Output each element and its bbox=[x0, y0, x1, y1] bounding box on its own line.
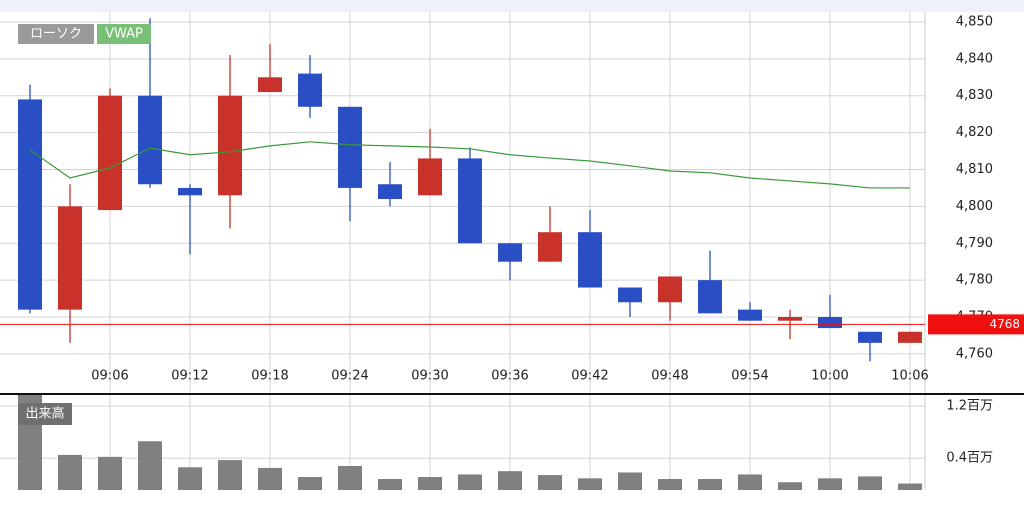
candle-body bbox=[58, 206, 82, 310]
y-tick-label: 4,820 bbox=[956, 125, 993, 140]
y-tick-label: 1.2百万 bbox=[946, 399, 993, 414]
y-tick-label: 4,830 bbox=[956, 88, 993, 103]
x-tick-label: 09:30 bbox=[411, 369, 448, 384]
legend-box[interactable] bbox=[18, 24, 94, 44]
x-tick-label: 09:42 bbox=[571, 369, 608, 384]
volume-bar bbox=[138, 441, 162, 490]
x-tick-label: 09:18 bbox=[251, 369, 288, 384]
candle-body bbox=[418, 158, 442, 196]
candle-body bbox=[538, 232, 562, 262]
vwap-line bbox=[29, 141, 910, 189]
volume-bar bbox=[338, 465, 362, 490]
x-tick-label: 09:24 bbox=[331, 369, 368, 384]
volume-bar bbox=[778, 482, 802, 490]
volume-bar bbox=[98, 456, 122, 490]
candle-body bbox=[818, 317, 842, 329]
price-panel bbox=[0, 12, 925, 393]
volume-bar bbox=[298, 477, 322, 490]
x-tick-label: 09:36 bbox=[491, 369, 528, 384]
x-tick-label: 09:54 bbox=[731, 369, 768, 384]
y-tick-label: 4,760 bbox=[956, 346, 993, 361]
volume-bar bbox=[458, 474, 482, 490]
legend-box[interactable] bbox=[97, 24, 151, 44]
volume-bar bbox=[378, 478, 402, 490]
y-tick-label: 0.4百万 bbox=[946, 451, 993, 466]
candle-body bbox=[338, 106, 362, 188]
top-strip bbox=[0, 0, 1024, 12]
volume-bar bbox=[698, 478, 722, 490]
volume-bar bbox=[618, 472, 642, 490]
candle-body bbox=[898, 331, 922, 343]
panel-title: 出来高 bbox=[25, 406, 64, 422]
volume-bar bbox=[858, 476, 882, 490]
volume-bar bbox=[178, 467, 202, 490]
x-tick-label: 09:06 bbox=[91, 369, 128, 384]
candle-body bbox=[578, 232, 602, 288]
volume-bar bbox=[658, 478, 682, 490]
candle-body bbox=[698, 280, 722, 314]
legend-label[interactable]: ローソク bbox=[30, 27, 82, 42]
labels: 4,7604,7704,7804,7904,8004,8104,8204,830… bbox=[91, 14, 1024, 466]
candle-body bbox=[298, 73, 322, 107]
y-tick-label: 4,840 bbox=[956, 51, 993, 66]
volume-bar bbox=[538, 475, 562, 490]
candle-body bbox=[258, 77, 282, 93]
y-tick-label: 4,780 bbox=[956, 273, 993, 288]
y-tick-label: 4,790 bbox=[956, 236, 993, 251]
volume-panel bbox=[0, 395, 925, 490]
volume-bar bbox=[898, 483, 922, 490]
current-price-label: 4768 bbox=[989, 317, 1020, 331]
current-price-tag bbox=[928, 314, 1024, 335]
candle-body bbox=[738, 309, 762, 321]
candle-body bbox=[138, 95, 162, 185]
x-tick-label: 10:00 bbox=[811, 369, 848, 384]
candle-body bbox=[498, 243, 522, 262]
volume-bar bbox=[498, 471, 522, 490]
volume-bar bbox=[218, 460, 242, 490]
y-tick-label: 4,810 bbox=[956, 162, 993, 177]
candle-body bbox=[218, 95, 242, 196]
candle-body bbox=[778, 317, 802, 321]
volume-bar bbox=[258, 467, 282, 490]
y-tick-label: 4,800 bbox=[956, 199, 993, 214]
x-tick-label: 09:12 bbox=[171, 369, 208, 384]
x-tick-label: 10:06 bbox=[891, 369, 928, 384]
legend-label[interactable]: VWAP bbox=[105, 27, 143, 42]
candle-body bbox=[458, 158, 482, 244]
candle-body bbox=[858, 331, 882, 343]
volume-bar bbox=[58, 454, 82, 490]
candle-body bbox=[618, 287, 642, 303]
volume-bar bbox=[578, 478, 602, 490]
panel-title-box bbox=[18, 403, 72, 425]
candle-body bbox=[18, 99, 42, 310]
volume-bar bbox=[738, 474, 762, 490]
candle-body bbox=[658, 276, 682, 303]
candle-body bbox=[178, 187, 202, 196]
y-tick-label: 4,850 bbox=[956, 14, 993, 29]
candle-body bbox=[98, 95, 122, 211]
candle-body bbox=[378, 184, 402, 199]
volume-bar bbox=[818, 478, 842, 490]
volume-bar bbox=[418, 477, 442, 490]
x-tick-label: 09:48 bbox=[651, 369, 688, 384]
